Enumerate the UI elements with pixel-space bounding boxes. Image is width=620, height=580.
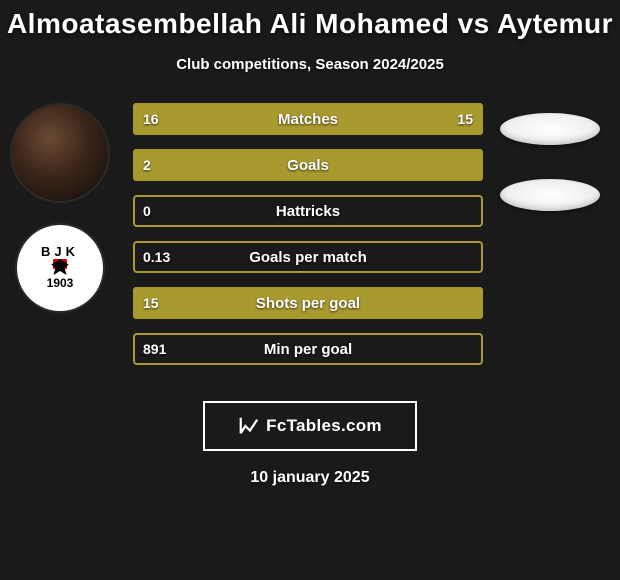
- opponent-pill-1: [500, 113, 600, 145]
- stat-label: Goals: [133, 149, 483, 181]
- comparison-title: Almoatasembellah Ali Mohamed vs Aytemur: [0, 0, 620, 40]
- player-avatar: [10, 103, 110, 203]
- fctables-icon: [238, 415, 260, 437]
- stat-label: Goals per match: [133, 241, 483, 273]
- stat-right-value: 15: [457, 103, 473, 135]
- stat-label: Min per goal: [133, 333, 483, 365]
- comparison-content: BJK 1903 16Matches15 2Goals 0Hattricks 0.13…: [0, 103, 620, 383]
- stat-row: 2Goals: [133, 149, 483, 181]
- club-year: 1903: [47, 276, 74, 290]
- stat-row: 15Shots per goal: [133, 287, 483, 319]
- source-label: FcTables.com: [266, 416, 382, 436]
- left-column: BJK 1903: [10, 103, 110, 313]
- opponent-pill-2: [500, 179, 600, 211]
- season-subtitle: Club competitions, Season 2024/2025: [0, 56, 620, 73]
- snapshot-date: 10 january 2025: [0, 469, 620, 487]
- stat-row: 16Matches15: [133, 103, 483, 135]
- source-box: FcTables.com: [203, 401, 417, 451]
- club-initials: BJK: [41, 244, 79, 259]
- stat-bars: 16Matches15 2Goals 0Hattricks 0.13Goals per…: [133, 103, 483, 365]
- stat-label: Hattricks: [133, 195, 483, 227]
- stat-row: 891Min per goal: [133, 333, 483, 365]
- club-logo: BJK 1903: [15, 223, 105, 313]
- stat-row: 0.13Goals per match: [133, 241, 483, 273]
- stat-label: Matches: [133, 103, 483, 135]
- stat-row: 0Hattricks: [133, 195, 483, 227]
- right-column: [500, 113, 610, 211]
- stat-label: Shots per goal: [133, 287, 483, 319]
